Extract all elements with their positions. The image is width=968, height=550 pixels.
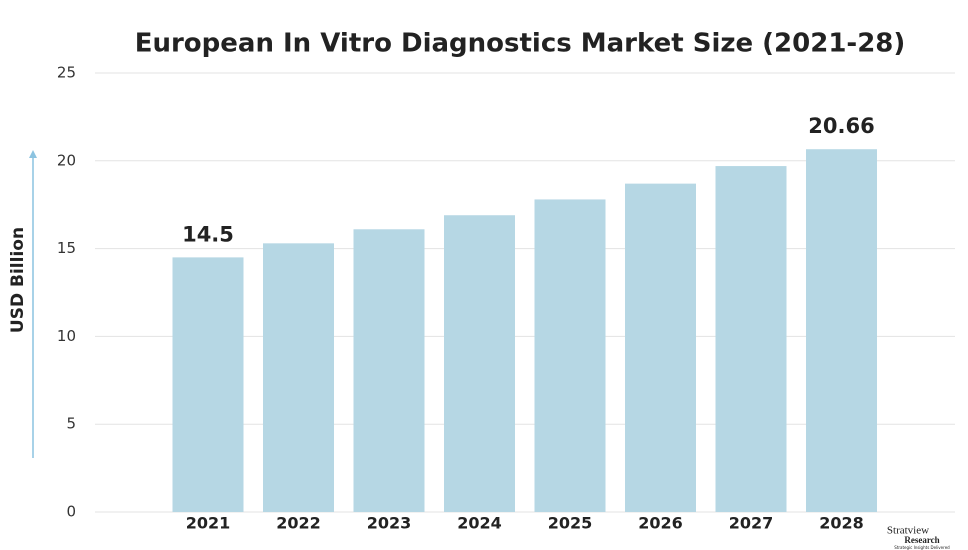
- bar: [263, 243, 334, 512]
- logo-sub: Research: [904, 535, 939, 545]
- x-tick-label: 2028: [819, 514, 864, 533]
- axis-arrow-head: [29, 150, 37, 158]
- data-label: 20.66: [808, 114, 874, 138]
- logo-tagline: Strategic Insights Delivered: [894, 545, 950, 550]
- y-tick-label: 0: [66, 503, 76, 521]
- y-tick-label: 15: [57, 239, 76, 257]
- bar: [715, 166, 787, 512]
- logo-name: Stratview: [887, 525, 929, 537]
- x-tick-label: 2022: [276, 514, 321, 533]
- y-tick-label: 10: [57, 327, 76, 345]
- bar: [444, 215, 515, 512]
- x-tick-label: 2023: [367, 514, 412, 533]
- bar: [625, 183, 696, 513]
- bar: [353, 229, 425, 512]
- x-tick-label: 2024: [457, 514, 502, 533]
- y-axis-label: USD Billion: [8, 227, 28, 333]
- chart-title: European In Vitro Diagnostics Market Siz…: [135, 29, 906, 59]
- logo: Stratview Research Strategic Insights De…: [887, 525, 950, 550]
- x-tick-label: 2025: [548, 514, 593, 533]
- bar: [172, 257, 244, 512]
- x-tick-label: 2027: [729, 514, 774, 533]
- y-tick-label: 5: [66, 415, 76, 433]
- x-tick-label: 2021: [186, 514, 231, 533]
- y-tick-label: 25: [57, 64, 76, 82]
- y-tick-label: 20: [57, 151, 76, 169]
- data-label: 14.5: [182, 222, 234, 246]
- bar: [806, 149, 877, 513]
- bar: [534, 199, 606, 512]
- x-tick-label: 2026: [638, 514, 683, 533]
